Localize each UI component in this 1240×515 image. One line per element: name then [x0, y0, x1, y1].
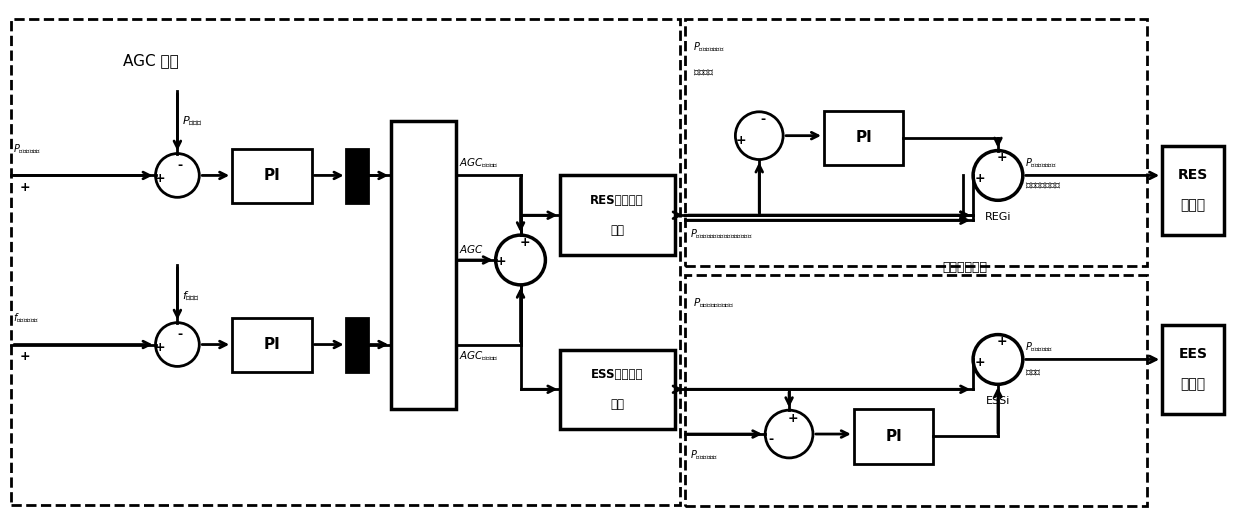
Bar	[346, 149, 368, 203]
Text: RES: RES	[1178, 168, 1208, 182]
Text: $f_{输入值}$: $f_{输入值}$	[182, 289, 200, 303]
Text: $有功功率$: $有功功率$	[693, 67, 714, 77]
Text: REGi: REGi	[985, 212, 1011, 222]
Text: +: +	[20, 181, 31, 194]
Text: $f_{频率调度指令}$: $f_{频率调度指令}$	[14, 312, 40, 324]
Text: +: +	[154, 341, 165, 354]
Text: $AGC_{前馈分量}$: $AGC_{前馈分量}$	[459, 157, 498, 170]
Text: -: -	[177, 159, 184, 172]
Text: +: +	[154, 172, 165, 185]
Text: ESS有功功率: ESS有功功率	[590, 368, 644, 381]
Text: $P_{新能源发电机组}$: $P_{新能源发电机组}$	[693, 41, 724, 55]
Bar	[684, 19, 1147, 266]
Text: +: +	[975, 356, 986, 369]
Text: $输出功率参考值$: $输出功率参考值$	[1024, 180, 1061, 191]
Bar	[684, 275, 1147, 506]
Text: $P_{新能源发电机组}$: $P_{新能源发电机组}$	[1024, 157, 1056, 170]
Text: $P_{新能源发电机组最大输出功率额定值}$: $P_{新能源发电机组最大输出功率额定值}$	[689, 228, 753, 242]
Text: +: +	[997, 151, 1007, 164]
Bar	[853, 409, 934, 464]
Text: 控制器: 控制器	[1180, 377, 1205, 391]
Bar	[560, 176, 675, 255]
Text: $P_{储能最大容量额定值}$: $P_{储能最大容量额定值}$	[693, 297, 734, 310]
Text: $参考值$: $参考值$	[1024, 367, 1042, 377]
Text: ESSi: ESSi	[986, 396, 1011, 406]
Text: +: +	[737, 134, 746, 147]
Text: 分配: 分配	[610, 398, 624, 410]
Text: +: +	[787, 411, 799, 425]
Text: $P_{储能输出功率}$: $P_{储能输出功率}$	[1024, 341, 1053, 354]
Text: $P_{储能有功功率}$: $P_{储能有功功率}$	[689, 449, 718, 462]
Text: -: -	[760, 113, 766, 126]
Bar	[560, 350, 675, 429]
Text: $AGC_{反馈分量}$: $AGC_{反馈分量}$	[459, 350, 498, 363]
Text: 分配: 分配	[610, 224, 624, 237]
Text: $AGC$: $AGC$	[459, 243, 484, 255]
Text: PI: PI	[264, 168, 280, 183]
Text: +: +	[520, 235, 529, 249]
Bar	[823, 111, 904, 165]
Text: -: -	[769, 433, 774, 445]
Text: $P_{输入值}$: $P_{输入值}$	[182, 114, 203, 128]
Text: +: +	[495, 255, 506, 268]
Text: RES有功功率: RES有功功率	[590, 194, 644, 207]
Bar	[392, 121, 456, 409]
Text: PI: PI	[856, 130, 872, 145]
Text: +: +	[20, 350, 31, 363]
Text: PI: PI	[264, 337, 280, 352]
Text: +: +	[975, 172, 986, 185]
Text: 一次控制补偿: 一次控制补偿	[942, 262, 987, 274]
Text: EES: EES	[1178, 348, 1208, 362]
Text: 控制器: 控制器	[1180, 198, 1205, 212]
Bar	[1162, 146, 1224, 235]
Text: $P_{功率调度指令}$: $P_{功率调度指令}$	[14, 142, 42, 156]
Bar	[232, 318, 311, 372]
Text: -: -	[177, 328, 184, 341]
Bar	[346, 318, 368, 372]
Text: AGC 控制: AGC 控制	[123, 53, 179, 68]
Text: PI: PI	[885, 428, 901, 443]
Text: +: +	[997, 335, 1007, 348]
Bar	[11, 19, 680, 505]
Bar	[232, 149, 311, 203]
Bar	[1162, 324, 1224, 414]
